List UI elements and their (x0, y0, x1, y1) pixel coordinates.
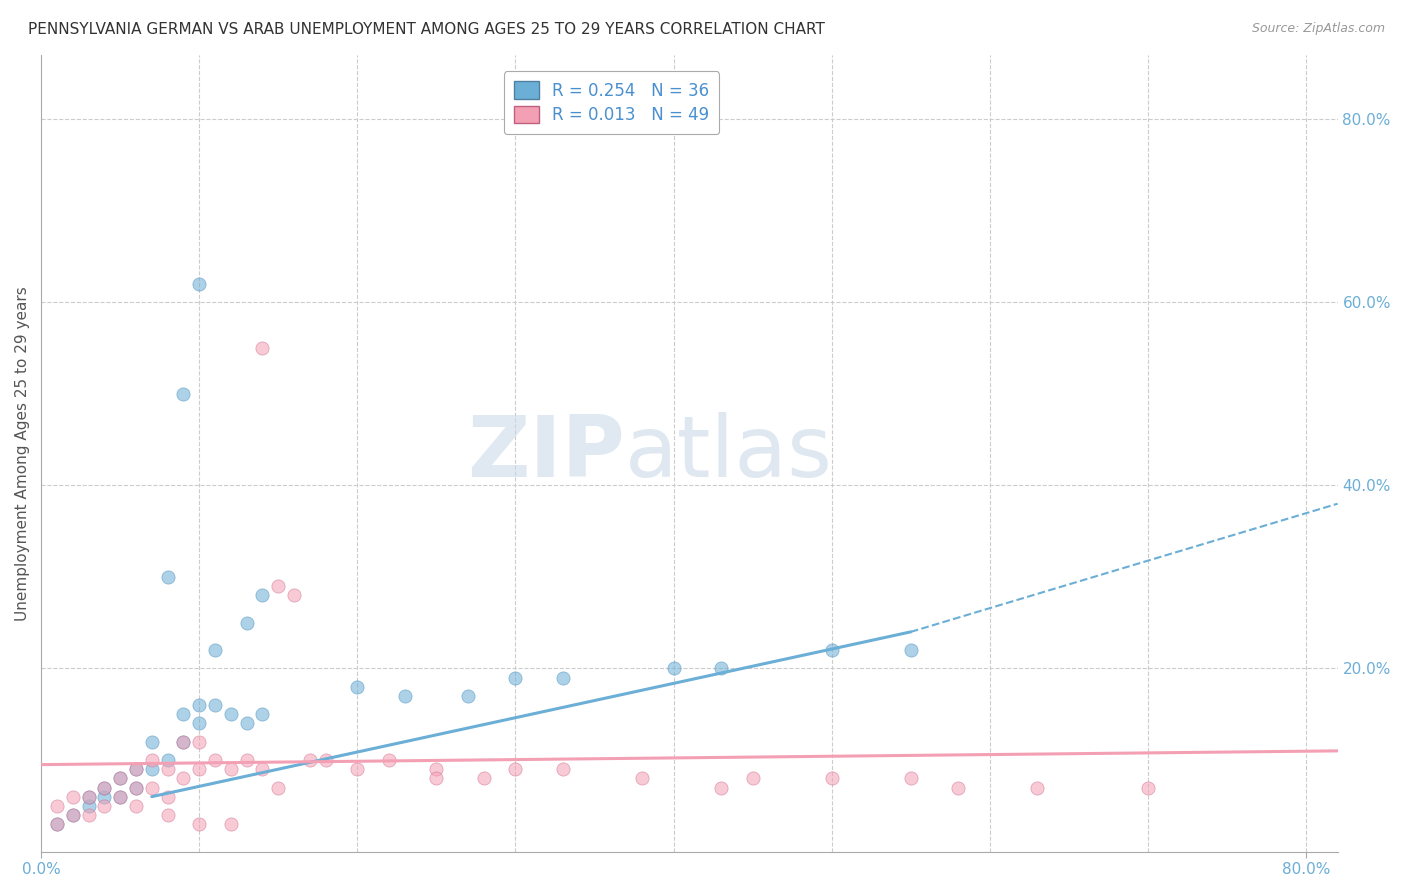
Point (425, 762, 447, 776)
Text: ZIP: ZIP (467, 412, 624, 495)
Point (235, 716, 257, 731)
Point (141, 753, 163, 767)
Point (156, 753, 179, 767)
Point (252, 588, 274, 602)
Y-axis label: Unemployment Among Ages 25 to 29 years: Unemployment Among Ages 25 to 29 years (15, 286, 30, 621)
Point (204, 643, 226, 657)
Point (1136, 780, 1159, 795)
Point (283, 588, 305, 602)
Point (108, 772, 131, 786)
Point (172, 772, 194, 786)
Point (172, 707, 194, 722)
Point (298, 753, 321, 767)
Point (267, 780, 290, 795)
Point (141, 735, 163, 749)
Point (188, 716, 211, 731)
Point (172, 387, 194, 401)
Point (900, 643, 922, 657)
Point (62, 789, 84, 804)
Point (93, 798, 115, 813)
Point (457, 689, 479, 703)
Point (45, 817, 67, 831)
Point (108, 789, 131, 804)
Point (252, 341, 274, 355)
Point (394, 689, 416, 703)
Point (125, 780, 148, 795)
Point (77, 798, 100, 813)
Point (219, 707, 242, 722)
Point (551, 671, 574, 685)
Point (45, 817, 67, 831)
Point (505, 671, 527, 685)
Point (188, 277, 211, 291)
Point (93, 780, 115, 795)
Point (172, 735, 194, 749)
Point (62, 808, 84, 822)
Point (821, 772, 844, 786)
Point (710, 780, 733, 795)
Point (219, 817, 242, 831)
Point (108, 789, 131, 804)
Text: atlas: atlas (624, 412, 832, 495)
Point (219, 762, 242, 776)
Point (662, 661, 685, 675)
Point (172, 735, 194, 749)
Point (188, 762, 211, 776)
Point (77, 789, 100, 804)
Point (45, 798, 67, 813)
Point (156, 808, 179, 822)
Point (156, 789, 179, 804)
Point (252, 707, 274, 722)
Text: Source: ZipAtlas.com: Source: ZipAtlas.com (1251, 22, 1385, 36)
Point (108, 772, 131, 786)
Point (1026, 780, 1049, 795)
Point (204, 698, 226, 712)
Point (77, 789, 100, 804)
Point (156, 762, 179, 776)
Point (346, 680, 368, 694)
Point (77, 808, 100, 822)
Point (252, 762, 274, 776)
Point (141, 780, 163, 795)
Point (156, 570, 179, 584)
Point (946, 780, 969, 795)
Point (188, 735, 211, 749)
Point (378, 753, 401, 767)
Point (551, 762, 574, 776)
Point (631, 772, 654, 786)
Point (741, 772, 763, 786)
Point (710, 661, 733, 675)
Point (125, 762, 148, 776)
Point (204, 753, 226, 767)
Point (900, 772, 922, 786)
Point (188, 698, 211, 712)
Point (235, 615, 257, 630)
Text: PENNSYLVANIA GERMAN VS ARAB UNEMPLOYMENT AMONG AGES 25 TO 29 YEARS CORRELATION C: PENNSYLVANIA GERMAN VS ARAB UNEMPLOYMENT… (28, 22, 825, 37)
Point (93, 780, 115, 795)
Point (62, 808, 84, 822)
Point (821, 643, 844, 657)
Point (125, 762, 148, 776)
Point (235, 753, 257, 767)
Point (315, 753, 337, 767)
Point (505, 762, 527, 776)
Point (93, 789, 115, 804)
Point (267, 579, 290, 593)
Point (125, 780, 148, 795)
Point (425, 772, 447, 786)
Point (141, 762, 163, 776)
Point (125, 798, 148, 813)
Legend: R = 0.254   N = 36, R = 0.013   N = 49: R = 0.254 N = 36, R = 0.013 N = 49 (503, 71, 720, 135)
Point (472, 772, 495, 786)
Point (188, 817, 211, 831)
Point (346, 762, 368, 776)
